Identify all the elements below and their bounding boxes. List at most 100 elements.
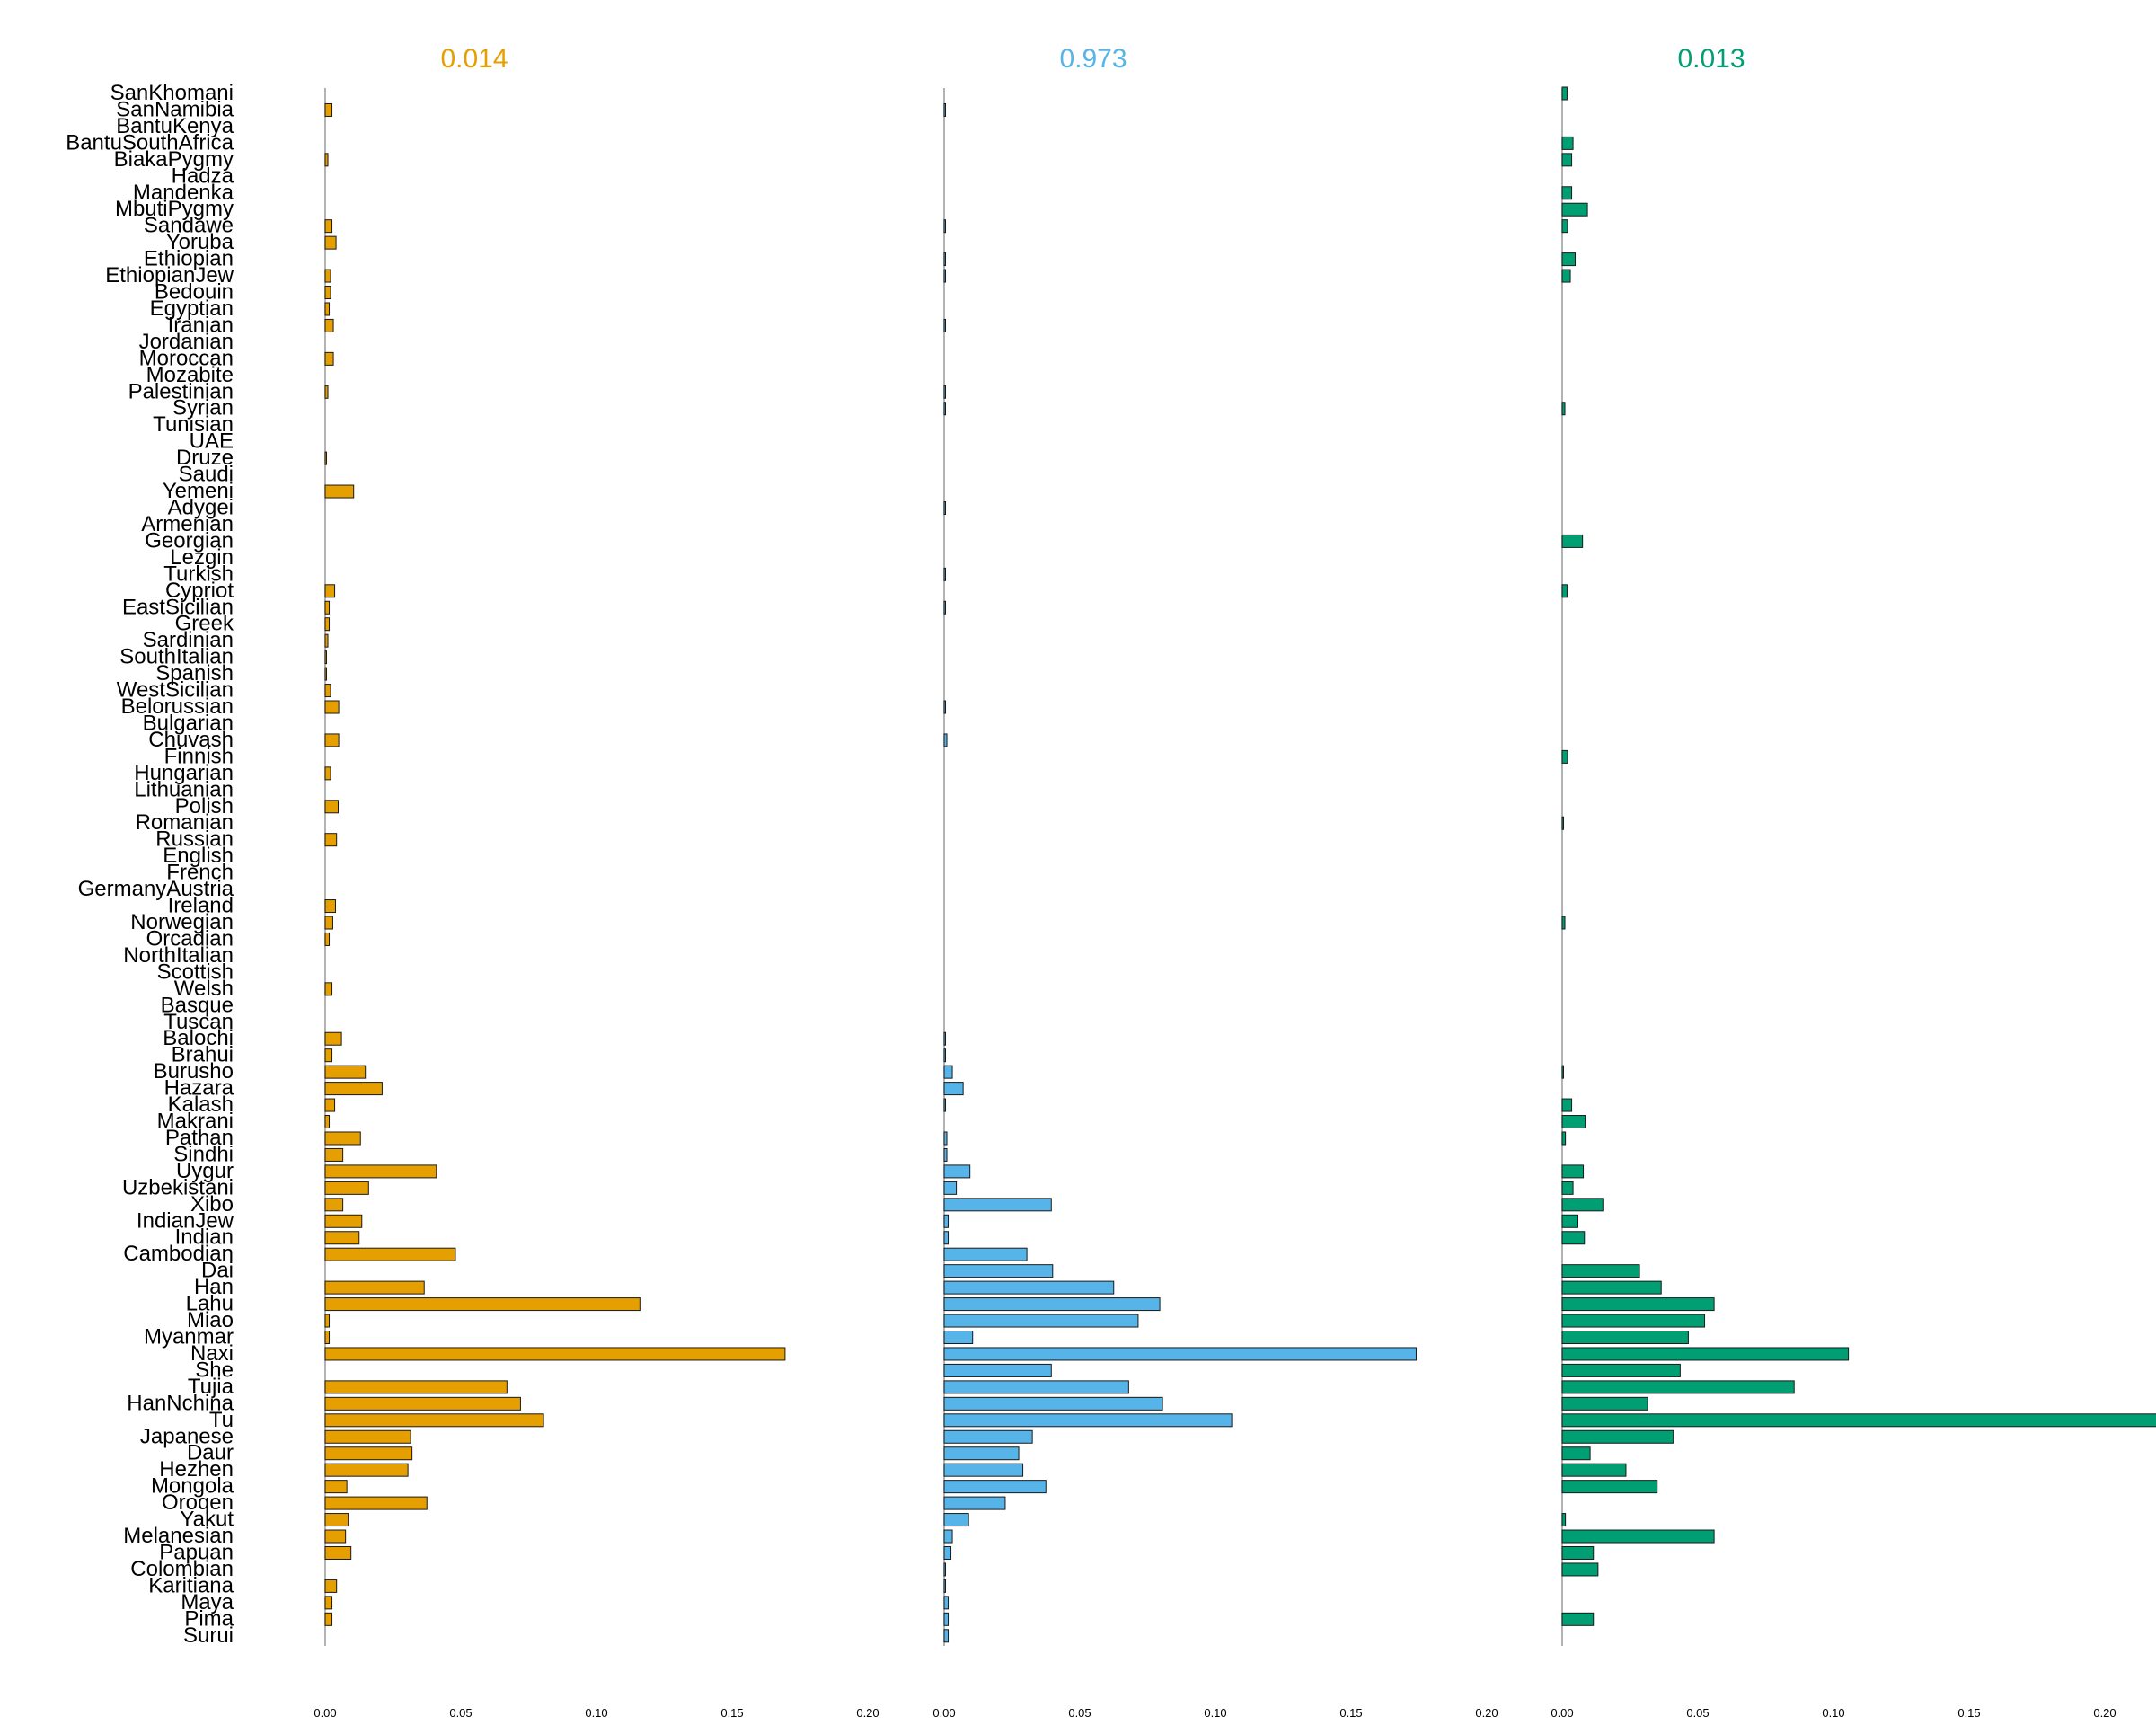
bar	[943, 1380, 1129, 1394]
category-label: Surui	[183, 1623, 234, 1648]
bar	[1561, 1331, 1689, 1344]
category-label: Adygei	[168, 496, 234, 520]
bar	[324, 1131, 361, 1146]
bar	[324, 286, 331, 300]
category-label: Scottish	[157, 960, 234, 984]
bar	[324, 650, 328, 665]
bar	[943, 318, 947, 332]
category-label: Greek	[175, 612, 234, 636]
category-label: Saudi	[179, 463, 234, 487]
bar	[324, 1529, 347, 1544]
x-tick-label: 0.05	[1686, 1706, 1709, 1720]
bar	[943, 1529, 953, 1544]
bar	[324, 1579, 338, 1593]
category-label: Lahu	[186, 1292, 234, 1316]
bar	[943, 1629, 950, 1643]
bar	[324, 916, 333, 930]
category-label: Romanian	[136, 810, 234, 835]
category-label: Uygur	[176, 1159, 234, 1183]
bar	[1561, 1513, 1567, 1527]
bar	[943, 1396, 1163, 1411]
category-label: UAE	[190, 429, 234, 454]
category-label: Yakut	[180, 1508, 234, 1532]
bar	[1561, 1463, 1627, 1477]
panel-title: 0.014	[440, 44, 508, 74]
bar	[324, 1429, 411, 1444]
category-label: Papuan	[159, 1540, 234, 1564]
bar	[324, 351, 334, 366]
bar	[943, 1031, 947, 1046]
category-label: NorthItalian	[123, 943, 234, 968]
category-label: Colombian	[130, 1557, 234, 1581]
bar	[943, 1413, 1233, 1428]
category-label: Chuvash	[148, 728, 234, 752]
category-label: Uzbekistani	[122, 1175, 234, 1199]
category-label: SanKhomani	[110, 81, 234, 105]
bar	[324, 1396, 521, 1411]
category-label: Mandenka	[133, 181, 234, 205]
category-label: Brahui	[172, 1043, 234, 1067]
category-label: Oroqen	[162, 1491, 234, 1515]
category-label: Moroccan	[139, 346, 234, 370]
category-label: Jordanian	[139, 330, 234, 354]
x-tick-label: 0.20	[856, 1706, 879, 1720]
bar	[1561, 534, 1584, 548]
bar	[324, 1463, 409, 1477]
bar	[1561, 1164, 1585, 1179]
category-label: English	[163, 844, 234, 868]
bar	[324, 1048, 333, 1063]
x-tick-label: 0.20	[1475, 1706, 1498, 1720]
category-label: Sardinian	[143, 628, 234, 652]
x-tick-label: 0.00	[1551, 1706, 1573, 1720]
bar	[324, 1297, 641, 1312]
bar	[943, 1463, 1024, 1477]
bar	[324, 302, 331, 316]
category-label: Bedouin	[155, 280, 234, 305]
bar	[1561, 584, 1568, 598]
bar	[1561, 1413, 2156, 1428]
bar	[943, 1513, 969, 1527]
bar	[1561, 86, 1568, 101]
bar	[324, 1147, 344, 1162]
bar	[943, 1297, 1161, 1312]
bar	[943, 1331, 974, 1344]
bar	[943, 385, 947, 399]
bar	[943, 1082, 964, 1096]
bar	[1561, 916, 1566, 930]
bar	[1561, 1231, 1586, 1245]
bar	[1561, 402, 1566, 416]
bar	[943, 1048, 947, 1063]
bar	[1561, 1181, 1574, 1195]
bar	[324, 1380, 508, 1394]
category-label: Yoruba	[166, 230, 234, 254]
bar	[324, 1115, 331, 1129]
bar	[943, 1164, 971, 1179]
bar	[1561, 136, 1574, 150]
category-label: BantuKenya	[116, 114, 234, 138]
category-label: Kalash	[168, 1092, 234, 1117]
bar	[943, 1231, 950, 1245]
bar	[324, 1496, 428, 1510]
bar	[324, 1612, 333, 1626]
panel-title: 0.973	[1059, 44, 1127, 74]
bar	[324, 1280, 425, 1295]
bar	[943, 1347, 1417, 1361]
bar	[943, 1198, 1052, 1212]
bar	[324, 1231, 360, 1245]
category-label: Yemeni	[163, 479, 234, 503]
category-label: Turkish	[163, 562, 234, 586]
bar	[324, 633, 329, 648]
bar	[324, 1596, 333, 1610]
category-label: Hungarian	[134, 761, 234, 785]
bar	[943, 1363, 1052, 1377]
category-label: Indian	[175, 1225, 234, 1250]
category-label: SouthItalian	[119, 645, 234, 669]
x-tick-label: 0.00	[932, 1706, 955, 1720]
category-label: SanNamibia	[116, 97, 234, 121]
bar	[1561, 1297, 1715, 1312]
category-label: Russian	[155, 827, 234, 852]
bar	[1561, 1612, 1595, 1626]
x-tick-label: 0.20	[2093, 1706, 2116, 1720]
bar	[943, 1147, 948, 1162]
category-label: Tunisian	[153, 412, 234, 437]
